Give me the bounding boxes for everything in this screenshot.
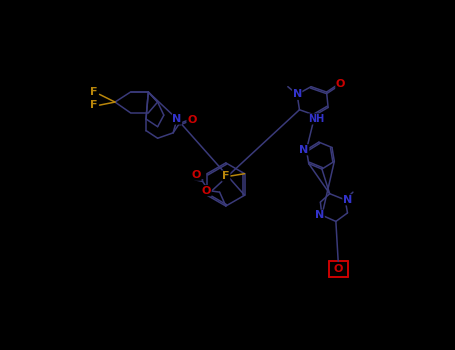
Text: N: N [293,89,302,99]
Text: NH: NH [308,114,324,124]
Text: O: O [192,170,201,180]
Text: N: N [343,195,352,205]
Text: N: N [172,114,182,124]
Text: O: O [334,264,343,274]
Text: N: N [315,210,324,220]
Text: O: O [187,115,197,125]
Text: F: F [222,171,230,181]
Text: O: O [336,79,345,89]
Text: F: F [91,100,98,110]
Text: F: F [91,87,98,97]
Text: N: N [299,145,309,155]
Text: O: O [202,186,211,196]
